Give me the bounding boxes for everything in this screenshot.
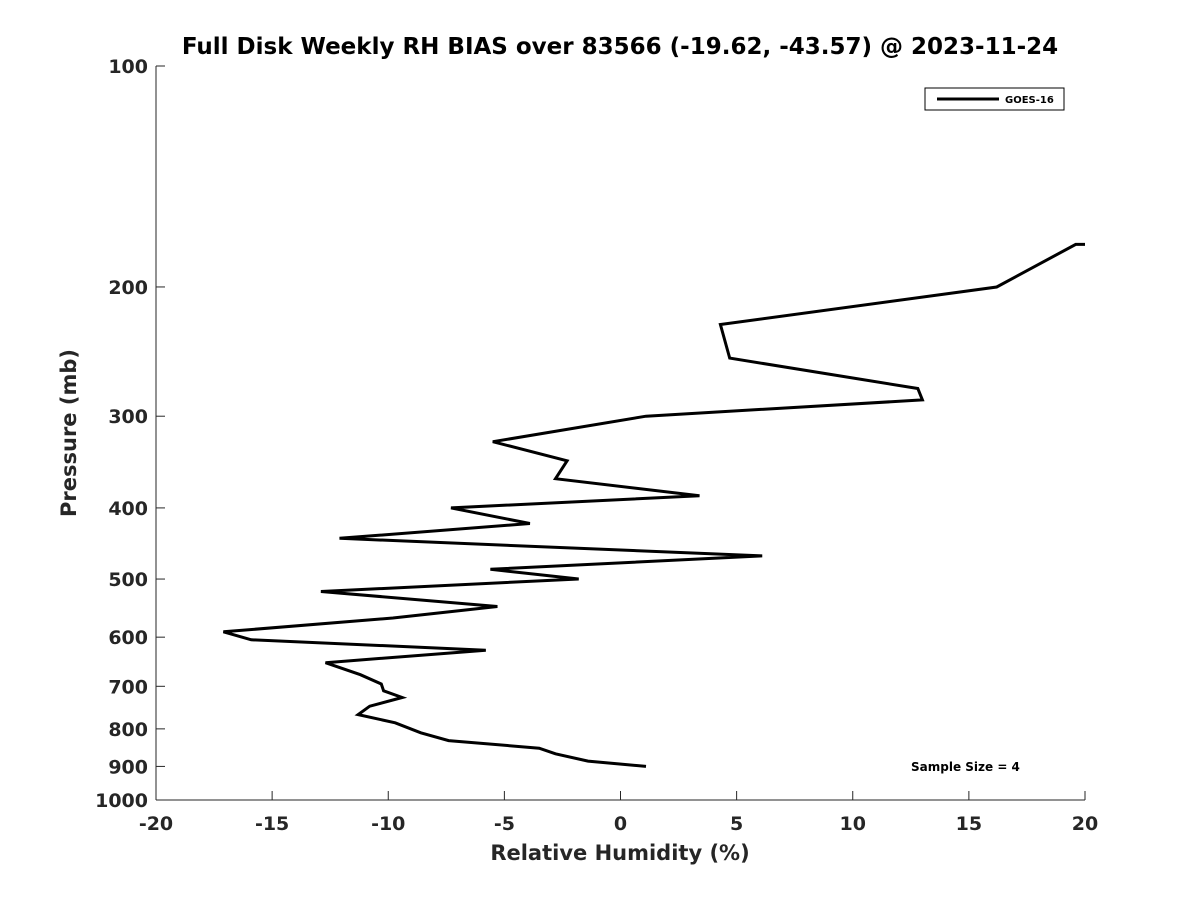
legend: GOES-16: [924, 87, 1065, 111]
x-tick-label: 20: [1072, 813, 1098, 835]
y-tick-label: 1000: [95, 790, 148, 812]
x-tick-label: -20: [139, 813, 173, 835]
plot-axes: [155, 66, 1085, 801]
legend-label-goes-16: GOES-16: [1005, 95, 1054, 106]
y-tick-label: 700: [108, 676, 148, 698]
x-tick-label: 15: [956, 813, 982, 835]
series-layer: [222, 242, 1085, 768]
y-axis-label: Pressure (mb): [57, 349, 81, 517]
x-tick-label: -5: [494, 813, 515, 835]
x-tick-label: 10: [840, 813, 866, 835]
x-tick-label: -10: [371, 813, 405, 835]
y-tick-label: 400: [108, 498, 148, 520]
chart-title: Full Disk Weekly RH BIAS over 83566 (-19…: [182, 34, 1058, 60]
x-tick-label: 5: [730, 813, 743, 835]
y-tick-label: 200: [108, 277, 148, 299]
y-tick-label: 600: [108, 627, 148, 649]
series-line-goes-16: [222, 242, 1085, 768]
sample-size-annotation: Sample Size = 4: [911, 760, 1020, 774]
x-axis-ticks: -20 -15 -10 -5 0 5 10 15 20: [139, 791, 1098, 835]
x-tick-label: 0: [614, 813, 627, 835]
y-axis-ticks: 100 200 300 400 500 600 700 800 900 1000: [95, 56, 165, 812]
y-tick-label: 300: [108, 406, 148, 428]
y-tick-label: 900: [108, 756, 148, 778]
y-tick-label: 800: [108, 719, 148, 741]
y-tick-label: 100: [108, 56, 148, 78]
y-tick-label: 500: [108, 569, 148, 591]
x-tick-label: -15: [255, 813, 289, 835]
x-axis-label: Relative Humidity (%): [490, 841, 749, 865]
